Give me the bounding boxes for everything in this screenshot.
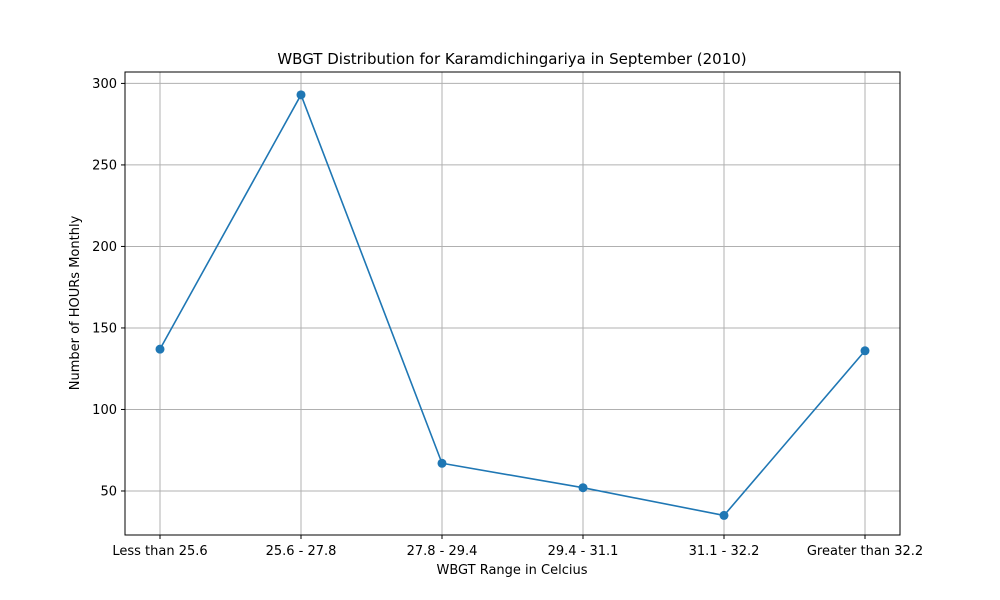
y-tick-label: 250 bbox=[92, 158, 117, 173]
x-tick-label: 25.6 - 27.8 bbox=[266, 544, 337, 559]
x-tick-label: Greater than 32.2 bbox=[807, 544, 923, 559]
data-point bbox=[860, 346, 870, 356]
data-point bbox=[437, 458, 447, 468]
y-tick-label: 200 bbox=[92, 240, 117, 255]
series-layer bbox=[155, 90, 870, 520]
x-tick-label: 31.1 - 32.2 bbox=[689, 544, 760, 559]
x-tick-label: Less than 25.6 bbox=[112, 544, 207, 559]
x-tick-label: 29.4 - 31.1 bbox=[548, 544, 619, 559]
y-tick-label: 300 bbox=[92, 77, 117, 92]
data-point bbox=[578, 483, 588, 493]
series-line bbox=[159, 94, 866, 517]
plot-frame bbox=[124, 71, 901, 536]
data-point bbox=[296, 90, 306, 100]
y-tick-label: 100 bbox=[92, 403, 117, 418]
grid-lines bbox=[125, 72, 900, 535]
y-axis-label: Number of HOURs Monthly bbox=[68, 215, 83, 390]
axis-ticks: Less than 25.6 25.6 - 27.8 27.8 - 29.4 29.4… bbox=[92, 77, 923, 559]
chart-title: WBGT Distribution for Karamdichingariya … bbox=[277, 50, 746, 68]
data-point bbox=[155, 344, 165, 354]
x-tick-label: 27.8 - 29.4 bbox=[407, 544, 478, 559]
y-tick-label: 50 bbox=[100, 484, 117, 499]
data-point bbox=[719, 510, 729, 520]
y-tick-label: 150 bbox=[92, 321, 117, 336]
x-axis-label: WBGT Range in Celcius bbox=[436, 563, 587, 578]
